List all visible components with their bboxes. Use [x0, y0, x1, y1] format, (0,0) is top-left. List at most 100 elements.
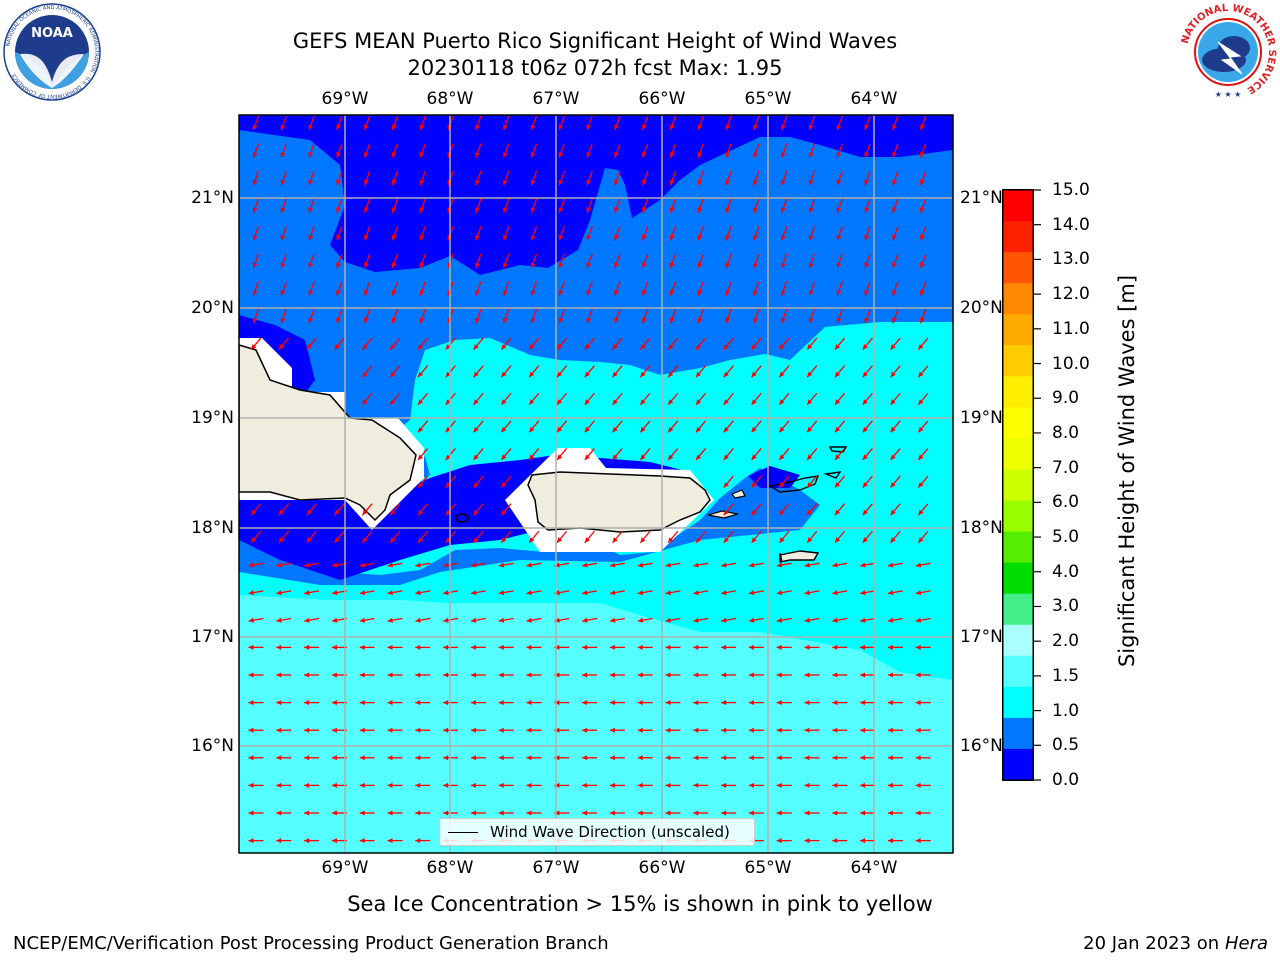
direction-arrow-head	[864, 179, 870, 186]
direction-arrow-head	[748, 672, 754, 678]
lat-tick-left-20n: 20°N	[191, 298, 234, 318]
direction-arrow-head	[443, 590, 449, 596]
direction-arrow-head	[331, 755, 337, 761]
direction-arrow-head	[584, 344, 590, 350]
direction-arrow-head	[501, 509, 507, 516]
direction-arrow-head	[753, 290, 758, 296]
direction-arrow-head	[276, 672, 282, 678]
chart-subtitle: 20230118 t06z 072h fcst Max: 1.95	[407, 56, 783, 80]
direction-arrow-head	[419, 207, 425, 213]
direction-arrow-head	[748, 782, 754, 788]
direction-arrow-head	[475, 317, 480, 324]
direction-arrow-head	[804, 700, 810, 706]
direction-arrow-head	[276, 644, 282, 650]
direction-arrow-head	[248, 838, 254, 844]
direction-arrow-head	[280, 262, 286, 269]
direction-arrow-head	[919, 234, 925, 241]
direction-arrow-head	[890, 426, 896, 433]
direction-arrow-head	[276, 782, 282, 788]
direction-arrow-head	[252, 152, 258, 158]
direction-arrow-head	[915, 755, 921, 761]
direction-arrow-head	[526, 700, 532, 706]
direction-arrow-head	[832, 617, 838, 623]
direction-arrow-head	[526, 590, 532, 596]
direction-arrow-head	[918, 509, 924, 516]
colorbar-label: 14.0	[1052, 214, 1090, 235]
colorbar-label: 3.0	[1052, 596, 1080, 617]
direction-arrow-head	[558, 290, 564, 296]
direction-arrow-head	[475, 179, 480, 186]
direction-arrow-head	[860, 590, 866, 596]
direction-arrow-head	[832, 672, 838, 678]
direction-arrow-head	[387, 617, 393, 623]
direction-arrow-head	[612, 344, 618, 350]
direction-arrow-head	[780, 262, 786, 269]
direction-arrow-head	[637, 700, 643, 706]
map-gridlines	[239, 115, 953, 853]
direction-arrow-head	[723, 537, 729, 543]
direction-arrow-head	[892, 207, 897, 213]
direction-arrow-head	[725, 234, 731, 241]
colorbar-swatch	[1003, 283, 1033, 315]
direction-arrow-head	[582, 810, 588, 816]
direction-arrow-head	[612, 454, 618, 460]
direction-arrow-head	[417, 482, 424, 488]
direction-arrow-head	[586, 234, 592, 241]
direction-arrow-head	[640, 537, 646, 543]
direction-arrow-head	[665, 672, 671, 678]
direction-arrow-head	[640, 399, 646, 405]
direction-arrow-head	[808, 179, 814, 186]
direction-arrow-head	[808, 262, 814, 269]
direction-arrow-head	[526, 617, 532, 623]
direction-arrow-head	[725, 207, 731, 213]
lon-tick-bottom-68w: 68°W	[426, 858, 474, 878]
direction-arrow-head	[918, 454, 924, 460]
direction-arrow-head	[363, 290, 369, 296]
direction-arrow-head	[334, 537, 340, 543]
direction-arrow-head	[473, 344, 479, 350]
direction-arrow-head	[554, 755, 560, 761]
direction-arrow-head	[614, 124, 619, 131]
direction-arrow-head	[363, 234, 369, 241]
direction-arrow-head	[558, 317, 564, 324]
direction-arrow-head	[669, 124, 675, 131]
colorbar-label: 5.0	[1052, 527, 1080, 548]
direction-arrow-head	[498, 727, 504, 733]
direction-arrow-head	[584, 454, 590, 460]
direction-arrow-head	[445, 454, 451, 460]
direction-arrow-head	[693, 727, 699, 733]
direction-arrow-head	[693, 617, 699, 623]
direction-arrow-head	[363, 179, 369, 186]
direction-arrow-head	[276, 700, 282, 706]
direction-arrow-head	[554, 700, 560, 706]
direction-arrow-head	[470, 782, 476, 788]
direction-arrow-head	[807, 426, 813, 433]
direction-arrow-head	[887, 782, 893, 788]
direction-arrow-head	[445, 399, 451, 405]
direction-arrow-head	[248, 590, 254, 596]
hispaniola-land	[239, 344, 417, 522]
direction-arrow-head	[695, 371, 702, 378]
direction-arrow-head	[554, 810, 560, 816]
direction-arrow-head	[502, 234, 508, 241]
direction-arrow-head	[890, 371, 896, 378]
direction-arrow-head	[887, 727, 893, 733]
colorbar-label: 7.0	[1052, 457, 1080, 478]
direction-arrow-head	[501, 371, 507, 378]
direction-arrow-head	[862, 509, 868, 516]
direction-arrow-head	[832, 644, 838, 650]
colorbar-label: 4.0	[1052, 561, 1080, 582]
direction-arrow-head	[612, 537, 618, 543]
direction-arrow-head	[252, 179, 258, 186]
direction-arrow-head	[887, 672, 893, 678]
direction-arrow-head	[586, 207, 592, 213]
direction-arrow-head	[304, 562, 310, 568]
direction-arrow-head	[918, 537, 924, 543]
direction-arrow-head	[918, 371, 924, 378]
direction-arrow-head	[387, 755, 393, 761]
svg-text:★ ★ ★: ★ ★ ★	[1215, 90, 1242, 99]
direction-arrow-head	[808, 124, 814, 131]
colorbar-label: 15.0	[1052, 180, 1090, 200]
direction-arrow-head	[530, 207, 536, 213]
